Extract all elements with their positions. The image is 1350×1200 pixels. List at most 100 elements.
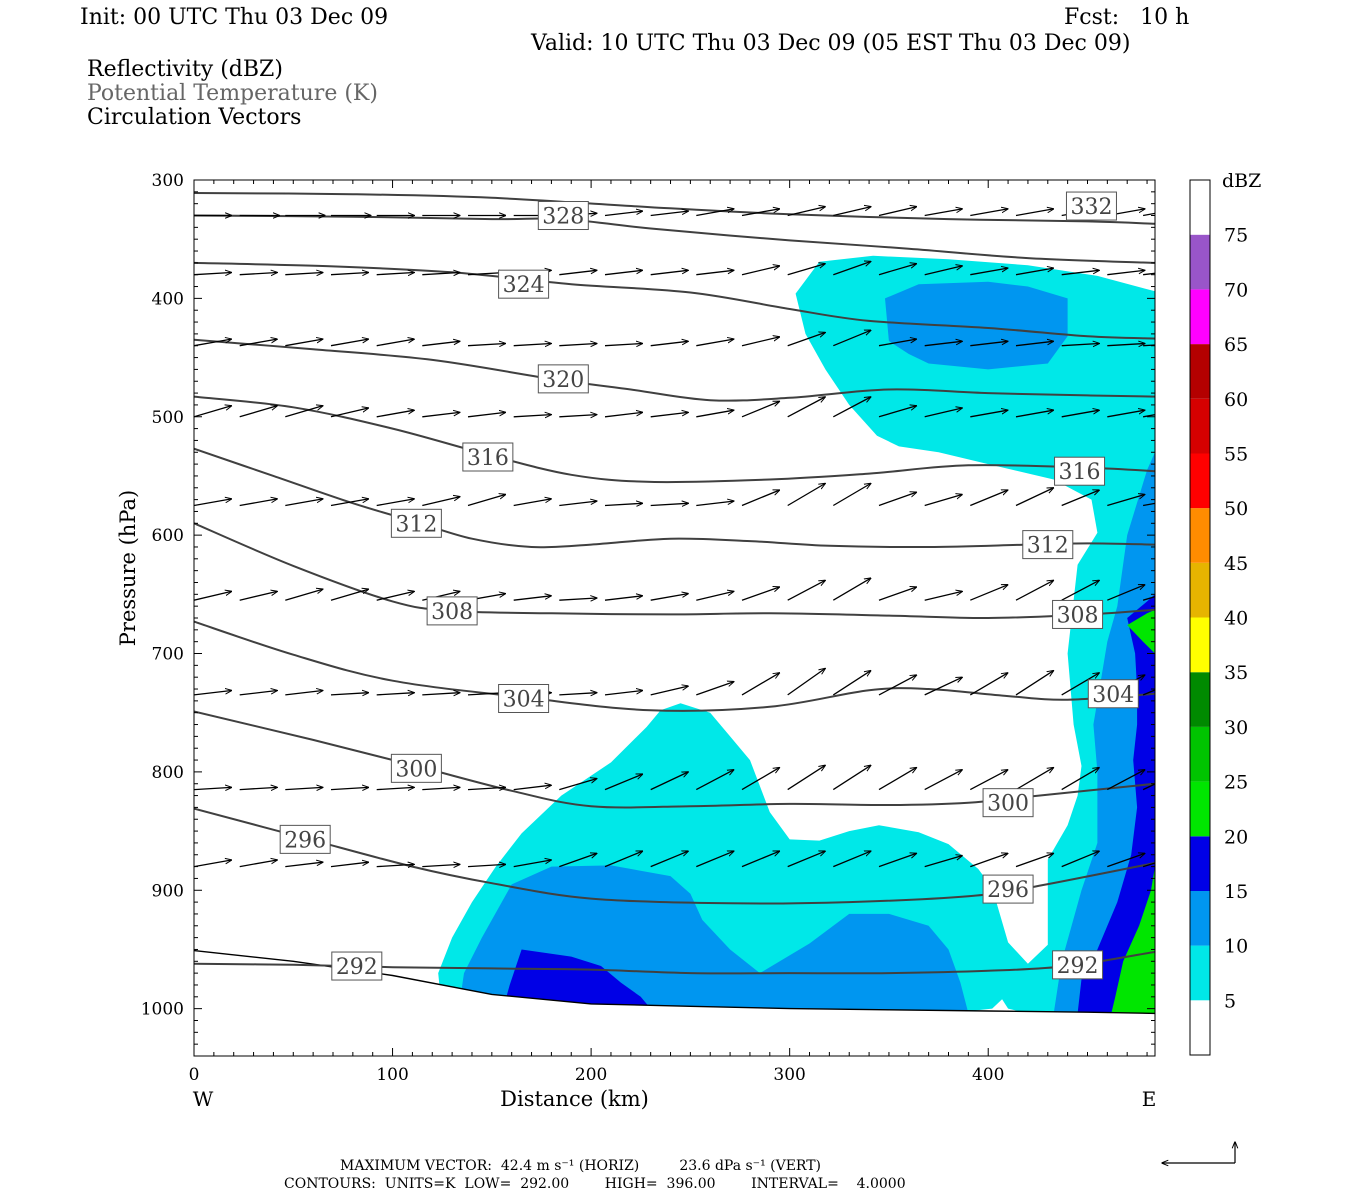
- theta-contour-308: [194, 522, 1155, 620]
- vector-5-10: [650, 594, 688, 601]
- theta-label-box-300-1: [982, 788, 1034, 818]
- vector-6-19: [1061, 673, 1099, 696]
- theta-label-box-292-0: [331, 951, 383, 981]
- theta-label-312-1: 312: [1027, 534, 1069, 559]
- vector-4-21: [1142, 502, 1155, 507]
- vector-3-13: [787, 397, 825, 418]
- y-tick-label-900: 900: [152, 881, 184, 901]
- vector-4-20: [1107, 495, 1144, 507]
- vector-6-8: [559, 693, 596, 695]
- vector-8-5: [422, 864, 459, 866]
- vector-1-17: [970, 268, 1007, 276]
- vector-2-20: [1107, 344, 1144, 346]
- vector-4-16: [924, 495, 962, 507]
- colorbar-label-10: 10: [1224, 936, 1248, 958]
- colorbar-band-4: [1190, 781, 1210, 837]
- vector-7-10: [650, 772, 688, 791]
- east-label: E: [1142, 1087, 1157, 1111]
- vector-2-14: [833, 330, 870, 347]
- vector-3-20: [1107, 410, 1144, 418]
- vector-3-2: [285, 406, 322, 418]
- vector-4-5: [422, 497, 459, 507]
- vector-1-10: [650, 270, 688, 276]
- vector-2-15: [878, 339, 916, 347]
- vector-3-3: [330, 408, 368, 418]
- vector-6-11: [696, 682, 733, 696]
- vector-1-0: [194, 273, 231, 275]
- colorbar-label-25: 25: [1224, 772, 1248, 794]
- y-tick-label-1000: 1000: [141, 1000, 184, 1020]
- vector-2-1: [239, 339, 277, 347]
- west-label: W: [193, 1087, 214, 1111]
- y-tick-label-300: 300: [152, 171, 184, 191]
- colorbar-label-5: 5: [1224, 990, 1236, 1012]
- theta-label-box-316-0: [462, 442, 514, 472]
- vector-7-3: [330, 787, 368, 789]
- vector-7-7: [513, 785, 551, 791]
- vector-3-17: [970, 410, 1007, 418]
- vector-8-12: [741, 851, 779, 868]
- vector-2-4: [376, 339, 414, 347]
- vector-2-5: [422, 341, 459, 347]
- vector-0-18: [1015, 209, 1053, 217]
- vector-7-4: [376, 787, 414, 789]
- vector-2-7: [513, 344, 551, 346]
- reflectivity-area-5dbz-0: [438, 255, 1155, 1015]
- colorbar-band-14: [1190, 234, 1210, 290]
- theta-label-box-304-1: [1087, 679, 1139, 709]
- vector-8-10: [650, 851, 688, 868]
- forecast-hour: Fcst: 10 h: [1064, 5, 1190, 30]
- vector-3-8: [559, 415, 596, 417]
- theta-contour-328: [194, 214, 1155, 264]
- vector-5-8: [559, 598, 596, 600]
- vector-0-12: [741, 209, 779, 217]
- theta-label-316-1: 316: [1059, 460, 1101, 485]
- vector-4-13: [787, 484, 825, 507]
- y-tick-label-800: 800: [152, 763, 184, 783]
- reflectivity-area-20dbz-7: [1127, 609, 1155, 654]
- theta-contour-320: [194, 338, 1155, 402]
- y-tick-label-400: 400: [152, 289, 184, 309]
- vector-4-9: [604, 503, 642, 505]
- vector-5-2: [285, 589, 322, 601]
- colorbar-band-9: [1190, 508, 1210, 563]
- vector-3-12: [741, 401, 779, 418]
- vector-2-12: [741, 337, 779, 347]
- vector-8-13: [787, 851, 825, 868]
- colorbar-band-13: [1190, 289, 1210, 345]
- vector-4-17: [970, 490, 1007, 507]
- vector-5-12: [741, 587, 779, 601]
- vector-2-6: [467, 344, 505, 346]
- colorbar-label-45: 45: [1224, 553, 1248, 575]
- theta-label-box-324-0: [498, 269, 550, 299]
- vector-1-3: [330, 273, 368, 275]
- colorbar-label-35: 35: [1224, 662, 1248, 684]
- colorbar-label-75: 75: [1224, 225, 1248, 247]
- vector-5-18: [1015, 580, 1053, 601]
- vector-1-13: [787, 264, 825, 276]
- vector-3-18: [1015, 410, 1053, 418]
- theta-contour-316: [194, 395, 1155, 484]
- vector-0-9: [604, 211, 642, 217]
- vector-5-3: [330, 589, 368, 601]
- vector-7-9: [604, 774, 642, 791]
- vector-1-1: [239, 273, 277, 275]
- vector-4-11: [696, 501, 733, 507]
- vector-8-16: [924, 856, 962, 868]
- max-vector-note: MAXIMUM VECTOR: 42.4 m s⁻¹ (HORIZ) 23.6 …: [340, 1158, 822, 1174]
- vector-7-16: [924, 770, 962, 791]
- field-theta: Potential Temperature (K): [87, 81, 378, 106]
- vector-7-11: [695, 770, 733, 791]
- vector-1-12: [741, 266, 779, 276]
- theta-label-box-320-0: [537, 364, 589, 394]
- vector-8-8: [559, 853, 596, 868]
- vector-5-16: [924, 591, 962, 601]
- vector-0-14: [833, 207, 870, 217]
- x-tick-label-200: 200: [575, 1065, 607, 1085]
- vector-3-14: [832, 397, 870, 418]
- vector-6-0: [194, 691, 231, 696]
- vector-2-21: [1143, 344, 1155, 347]
- theta-label-box-304-0: [498, 683, 550, 713]
- vector-7-2: [285, 787, 322, 789]
